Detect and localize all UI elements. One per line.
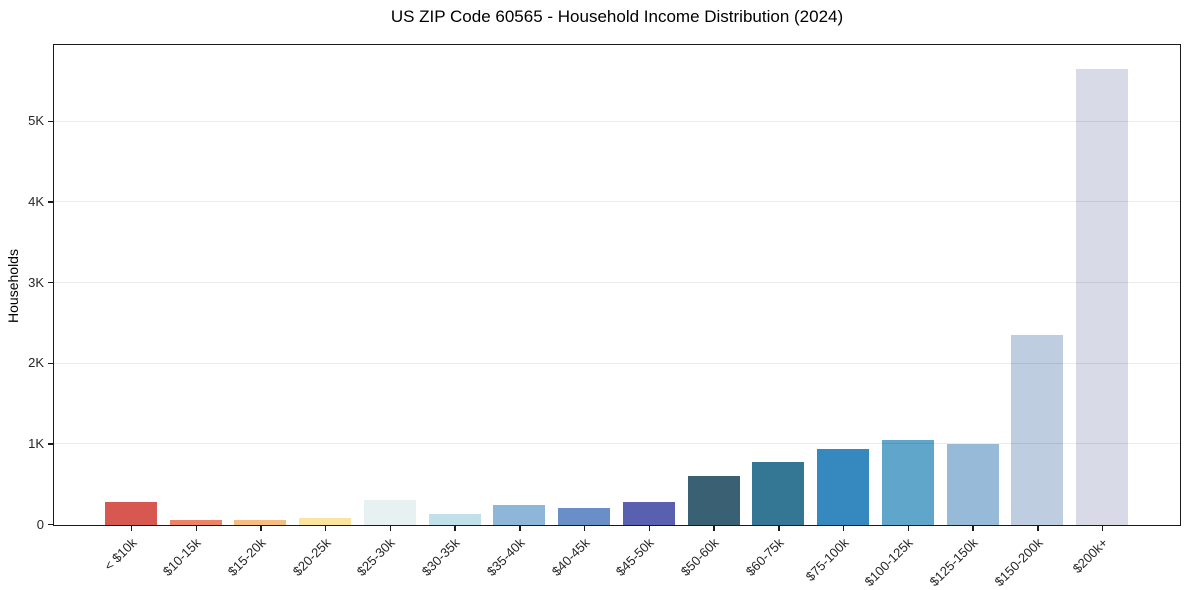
gridline-1000 xyxy=(54,443,1180,445)
y-tick-mark xyxy=(48,443,53,445)
x-tick-mark xyxy=(907,526,909,531)
x-tick-mark xyxy=(583,526,586,531)
x-tick-mark xyxy=(972,526,974,531)
y-tick-mark xyxy=(48,201,53,203)
x-tick-mark xyxy=(389,526,392,531)
y-tick-label: 2K xyxy=(28,355,44,371)
x-tick-mark xyxy=(519,526,521,531)
gridline-2000 xyxy=(54,362,1180,364)
x-tick-mark xyxy=(454,526,456,531)
bar-$15-20k xyxy=(234,520,287,525)
x-tick-mark xyxy=(713,526,715,531)
bar-$20-25k xyxy=(299,517,352,525)
bar-$125-150k xyxy=(946,444,999,525)
y-tick-label: 4K xyxy=(28,193,44,209)
y-tick-mark xyxy=(48,120,53,123)
x-tick-mark xyxy=(1101,526,1104,531)
gridline-5000 xyxy=(54,120,1180,122)
y-tick-mark xyxy=(48,281,53,284)
gridline-3000 xyxy=(54,282,1180,284)
x-tick-label: < $10k xyxy=(100,535,140,574)
y-tick-label: 1K xyxy=(28,435,44,451)
bar-$45-50k xyxy=(622,501,675,525)
bar-< $10k xyxy=(105,502,157,525)
y-tick-label: 5K xyxy=(28,113,44,129)
y-tick-mark xyxy=(48,362,53,364)
plot-area xyxy=(53,44,1181,526)
bar-$40-45k xyxy=(558,507,611,525)
x-tick-mark xyxy=(842,526,845,531)
x-tick-mark xyxy=(260,526,262,531)
x-tick-mark xyxy=(778,526,780,531)
chart-title: US ZIP Code 60565 - Household Income Dis… xyxy=(390,7,844,26)
y-tick-label: 0 xyxy=(36,516,44,532)
bar-$60-75k xyxy=(752,462,805,525)
x-tick-mark xyxy=(648,526,651,531)
x-tick-mark xyxy=(1037,526,1039,531)
bar-$75-100k xyxy=(817,449,870,525)
bar-$50-60k xyxy=(687,475,740,525)
bar-$10-15k xyxy=(169,520,222,525)
x-tick-mark xyxy=(324,526,327,531)
bar-$100-125k xyxy=(881,440,934,525)
bar-$200k+ xyxy=(1076,69,1128,525)
gridline-4000 xyxy=(54,201,1180,203)
bar-$25-30k xyxy=(363,500,416,525)
x-tick-mark xyxy=(130,526,133,531)
y-tick-label: 3K xyxy=(28,274,44,290)
bar-$150-200k xyxy=(1011,334,1064,525)
y-tick-mark xyxy=(48,523,53,526)
x-tick-mark xyxy=(195,526,197,531)
bar-$35-40k xyxy=(493,504,546,525)
bar-$30-35k xyxy=(428,513,481,525)
